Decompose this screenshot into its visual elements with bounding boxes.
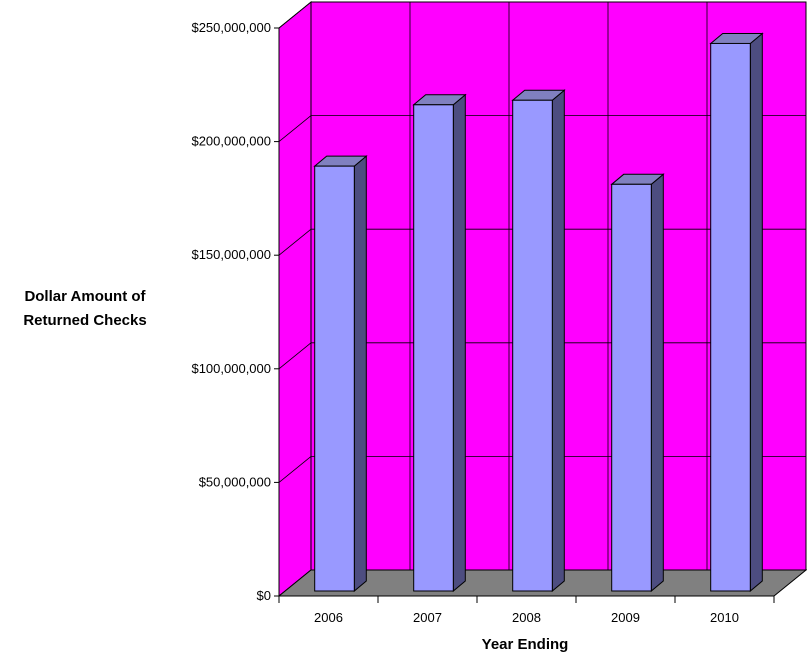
gridline-side [278,228,312,256]
bar [512,99,553,592]
bar [413,104,454,592]
bar-side [749,32,763,593]
gridline-side [278,1,312,29]
y-tick-label: $50,000,000 [199,474,271,489]
y-tick-label: $150,000,000 [191,247,271,262]
x-tick-label: 2009 [611,610,640,625]
x-axis-title: Year Ending [481,636,569,653]
side-wall [278,0,312,598]
y-tick-label: $200,000,000 [191,134,271,149]
gridline-side [278,115,312,142]
bar [710,42,751,592]
bar-side [551,89,565,593]
y-tick-label: $100,000,000 [191,361,271,376]
bar [314,165,355,592]
bar-side [452,93,466,593]
x-tick-label: 2010 [710,610,739,625]
y-axis-title-line-1: Dollar Amount of [24,288,146,305]
bar-side [650,173,664,593]
x-tick-label: 2008 [512,610,541,625]
y-tick-label: $250,000,000 [191,20,271,35]
y-axis-title: Dollar Amount of Returned Checks [0,285,170,333]
gridline-side [278,456,312,483]
gridline-side [278,342,312,370]
y-tick-label: $0 [257,588,271,603]
bar [611,183,652,592]
x-tick-label: 2006 [314,610,343,625]
bar-side [353,155,367,593]
x-tick-label: 2007 [413,610,442,625]
y-axis-title-line-2: Returned Checks [23,312,147,329]
